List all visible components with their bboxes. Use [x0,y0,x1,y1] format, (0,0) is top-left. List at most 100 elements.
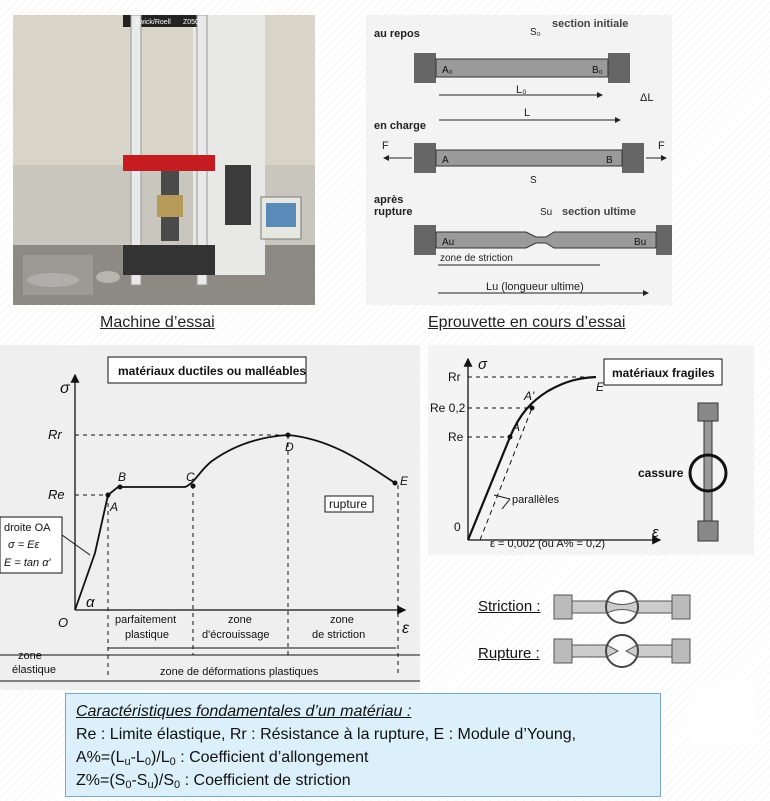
label-a: A [109,500,118,514]
law-line-3: E = tan α′ [4,557,51,569]
ductile-stress-strain-diagram: matériaux ductiles ou malléables σ ε O R… [0,356,420,682]
specimen-panel: au repos section initiale S₀ A₀ B₀ L₀ ΔL… [366,15,672,305]
fragile-specimen-top-grip [697,402,719,422]
point-a [105,492,111,498]
label-c: C [186,470,195,484]
characteristics-box: Caractéristiques fondamentales d’un maté… [65,693,661,797]
striction-legend-label: Striction : [478,598,541,615]
ductile-re-label: Re [48,487,65,502]
fragile-label-a: A [511,420,520,434]
rupture-legend-label: Rupture : [478,645,540,662]
ductile-title: matériaux ductiles ou malléables [118,364,306,378]
fragile-rr-label: Rr [448,370,461,384]
alpha-label: α [86,594,95,611]
fragile-chart-panel: σ ε 0 Rr Re 0,2 Re A A' E parallèles ε =… [428,345,754,555]
zone1-line-a: parfaitement [115,614,176,626]
fragile-re02-label: Re 0,2 [430,401,466,415]
ductile-chart-panel: matériaux ductiles ou malléables σ ε O R… [0,345,420,690]
fragile-epsilon-label: ε [652,524,659,541]
rest-label: au repos [374,28,420,40]
lu-label: Lu (longueur ultime) [486,281,584,293]
law-box [0,516,63,574]
ductile-title-box [107,356,307,384]
b0-label: B₀ [592,65,603,76]
parallel-pointer-1 [493,494,511,500]
load-label: en charge [374,120,426,132]
characteristics-line-3: Z%=(S0-Su)/S0 : Coefficient de striction [76,772,351,791]
rest-right-grip [608,53,630,83]
characteristics-line-1: Re : Limite élastique, Rr : Résistance à… [76,726,577,743]
parallel-offset-line [479,407,533,541]
l-label: L [524,107,530,119]
fragile-title-box [603,358,723,386]
strain-note: ε = 0,002 (ou A% = 0,2) [490,538,605,550]
a-label: A [442,155,449,166]
blank-patch [692,685,756,747]
bu-label: Bu [634,237,646,248]
su-label: Su [540,207,552,218]
fragile-label-aprime: A' [523,389,535,403]
cassure-circle [688,453,728,493]
s-label: S [530,175,537,186]
fragile-label-e: E [596,380,605,394]
characteristics-title: Caractéristiques fondamentales d’un maté… [76,703,412,720]
specimen-diagram: au repos section initiale S₀ A₀ B₀ L₀ ΔL… [374,18,672,296]
elastic-zone-b: élastique [12,664,56,676]
zone3-line-a: zone [330,614,354,626]
label-d: D [285,440,294,454]
f-right-label: F [658,140,665,152]
testing-machine-illustration: Zwick/Roell Z050 [13,15,315,305]
ultimate-section-label: section ultime [562,206,636,218]
after-bar [435,231,657,249]
ductile-epsilon-label: ε [402,620,410,637]
after-right-grip [656,225,672,255]
fragile-origin-label: 0 [454,520,461,534]
parallel-pointer-2 [501,498,511,510]
a0-label: A₀ [442,65,453,76]
law-line-2: σ = Eε [8,539,40,551]
fragile-title: matériaux fragiles [612,366,715,380]
s0-label: S₀ [530,27,541,38]
ductile-origin-label: O [58,615,68,630]
load-bar [435,149,623,167]
parallel-label: parallèles [512,494,560,506]
after-left-grip [414,225,436,255]
au-label: Au [442,237,454,248]
brand-label: Zwick/Roell [135,19,171,26]
fragile-stress-strain-diagram: σ ε 0 Rr Re 0,2 Re A A' E parallèles ε =… [430,356,728,550]
fragile-point-a [507,434,513,440]
point-b [117,484,123,490]
testing-machine-photo: Zwick/Roell Z050 [13,15,315,305]
load-right-grip [622,143,644,173]
law-line-1: droite OA [4,522,51,534]
plastic-zone-label: zone de déformations plastiques [160,666,319,678]
ductile-rr-label: Rr [48,427,62,442]
dl-label: ΔL [640,92,653,104]
zone3-line-b: de striction [312,629,365,641]
machine-caption: Machine d’essai [100,314,215,331]
elastic-zone-a: zone [18,650,42,662]
fragile-specimen-shaft [703,420,713,522]
zone2-line-b: d'écrouissage [202,629,270,641]
zone2-line-a: zone [228,614,252,626]
model-label: Z050 [183,19,199,26]
label-b: B [118,470,126,484]
point-e [392,480,398,486]
striction-specimen [553,590,691,624]
point-d [285,432,291,438]
l0-label: L₀ [516,84,527,96]
fragile-curve [466,375,597,541]
f-left-label: F [382,140,389,152]
fragile-re-label: Re [448,430,464,444]
ductile-sigma-label: σ [60,380,71,397]
characteristics-line-2: A%=(Lu-L0)/L0 : Coefficient d’allongemen… [76,749,369,768]
fragile-specimen-bottom-grip [697,520,719,542]
after-label-1: après [374,194,403,206]
fragile-point-aprime [529,405,535,411]
fragile-sigma-label: σ [478,356,488,373]
initial-section-label: section initiale [552,18,628,30]
after-label-2: rupture [374,206,413,218]
rest-left-grip [414,53,436,83]
label-e: E [400,474,409,488]
load-left-grip [414,143,436,173]
